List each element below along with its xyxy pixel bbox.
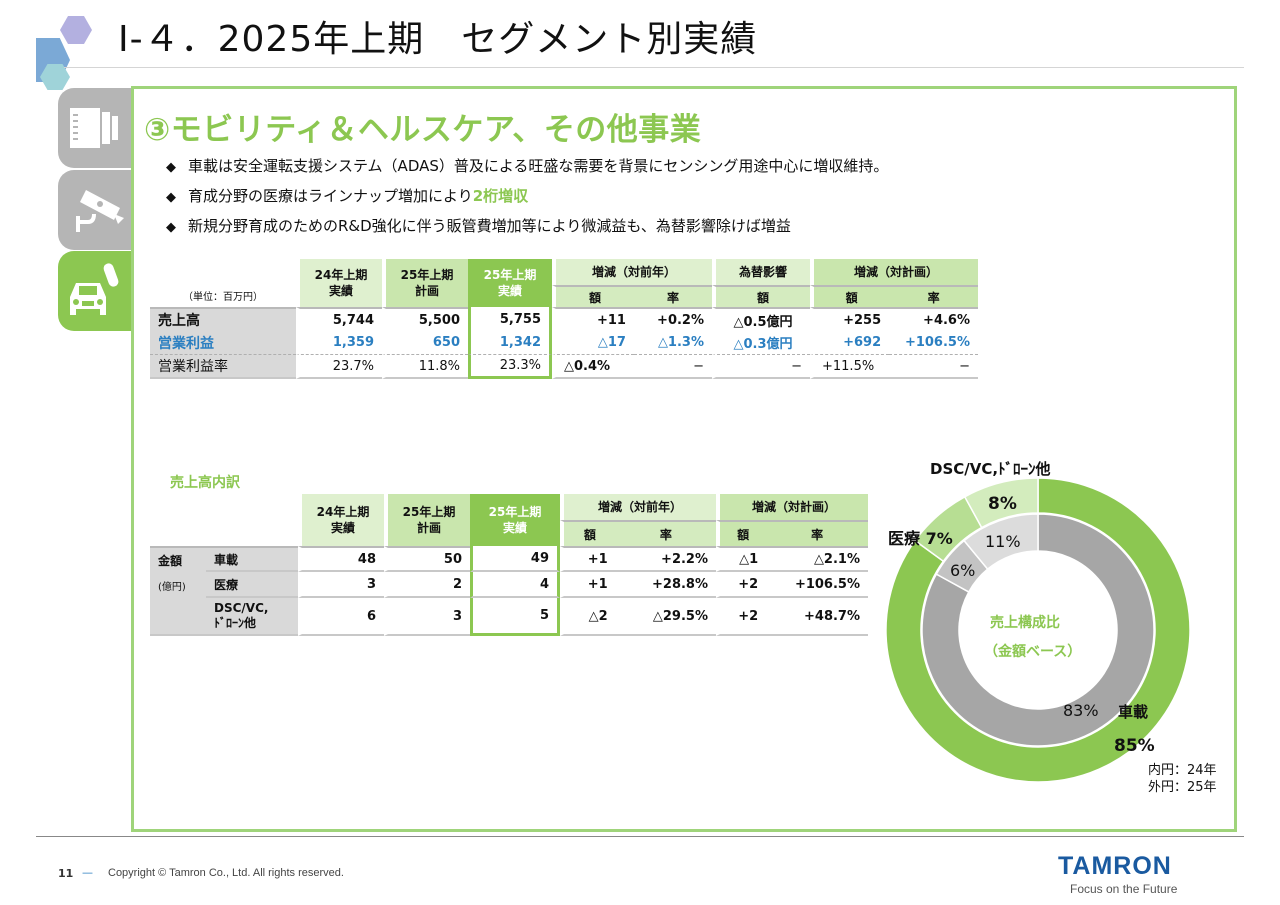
label-car-outer: 85%: [1114, 736, 1155, 756]
tab-surveillance[interactable]: [58, 170, 134, 250]
label-medical: 医療 7%: [888, 529, 953, 548]
decor-hexagon-purple: [60, 16, 92, 44]
donut-slice: [885, 477, 1191, 783]
sub-rate: 率: [633, 285, 712, 307]
table-row: 金額 車載 48 50 49 +1 +2.2% △1 △2.1%: [150, 546, 868, 572]
group-yoy: 増減（対前年）: [560, 494, 716, 520]
sub-amount: 額: [716, 520, 767, 546]
highlight-text: 2桁増収: [472, 187, 529, 205]
group-plan: 増減（対計画）: [716, 494, 868, 520]
bullet-item: 車載は安全運転支援システム（ADAS）普及による旺盛な需要を背景にセンシング用途…: [166, 152, 888, 182]
label-car-inner: 83%: [1063, 701, 1099, 720]
group-fx: 為替影響: [712, 259, 810, 285]
lens-icon: [70, 108, 118, 148]
label-dsc-outer: 8%: [988, 494, 1017, 514]
sales-breakdown-table: 24年上期 実績 25年上期 計画 25年上期 実績 増減（対前年） 増減（対計…: [150, 494, 868, 636]
donut-center-subtitle: （金額ベース）: [984, 644, 1082, 660]
label-dsc-inner: 11%: [985, 532, 1021, 551]
col-25h1-actual: 25年上期 実績: [470, 494, 560, 546]
tamron-logo: TAMRON: [1058, 852, 1172, 880]
col-24h1-actual: 24年上期 実績: [296, 259, 382, 307]
car-icon: [70, 263, 119, 315]
table-row: (億円) 医療 3 2 4 +1 +28.8% +2 +106.5%: [150, 572, 868, 598]
page-number: 11: [58, 867, 74, 880]
table-row: 営業利益 1,359 650 1,342 △17 △1.3% △0.3億円 +6…: [150, 331, 978, 355]
sub-rate: 率: [615, 520, 716, 546]
col-25h1-plan: 25年上期 計画: [382, 259, 468, 307]
table-row: 売上高 5,744 5,500 5,755 +11 +0.2% △0.5億円 +…: [150, 307, 978, 331]
bullet-item: 新規分野育成のためのR&D強化に伴う販管費増加等により微減益も、為替影響除けば増…: [166, 212, 888, 242]
segment-results-table: （単位：百万円） 24年上期 実績 25年上期 計画 25年上期 実績 増減（対…: [150, 259, 978, 379]
donut-center-title: 売上構成比: [990, 615, 1060, 631]
sub-rate: 率: [766, 520, 868, 546]
label-dsc: DSC/VC,ﾄﾞﾛｰﾝ他: [930, 460, 1051, 478]
section-heading: ③モビリティ＆ヘルスケア、その他事業: [144, 112, 702, 148]
logo-tagline: Focus on the Future: [1070, 882, 1178, 896]
sub-amount: 額: [560, 520, 616, 546]
group-yoy: 増減（対前年）: [552, 259, 712, 285]
page-title: Ⅰ-４．2025年上期 セグメント別実績: [118, 19, 758, 60]
col-25h1-plan: 25年上期 計画: [384, 494, 470, 546]
sales-breakdown-title: 売上高内訳: [170, 475, 240, 491]
row-group-label: 金額: [150, 546, 206, 572]
footer-dash: —: [82, 866, 93, 879]
label-medical-inner: 6%: [950, 561, 976, 580]
sub-amount: 額: [552, 285, 634, 307]
sub-rate: 率: [889, 285, 978, 307]
footer-divider: [36, 836, 1244, 837]
decor-hexagon-teal: [40, 64, 70, 90]
chart-legend: 内円：24年 外円：25年: [1148, 763, 1217, 795]
bullet-item: 育成分野の医療はラインナップ増加により2桁増収: [166, 182, 888, 212]
label-car: 車載: [1118, 703, 1149, 721]
title-divider: [64, 67, 1244, 68]
table-row: DSC/VC, ﾄﾞﾛｰﾝ他 6 3 5 △2 △29.5% +2 +48.7%: [150, 598, 868, 636]
table-row: 営業利益率 23.7% 11.8% 23.3% △0.4% − − +11.5%…: [150, 355, 978, 379]
sub-amount: 額: [712, 285, 810, 307]
group-plan: 増減（対計画）: [810, 259, 978, 285]
unit-label: （単位：百万円）: [183, 292, 263, 303]
outer-ring-25: [885, 477, 1191, 783]
bullet-list: 車載は安全運転支援システム（ADAS）普及による旺盛な需要を背景にセンシング用途…: [166, 152, 888, 242]
tab-mobility[interactable]: [58, 251, 134, 331]
col-25h1-actual: 25年上期 実績: [468, 259, 552, 307]
security-camera-icon: [76, 190, 124, 232]
sales-composition-donut-chart: [885, 477, 1191, 783]
tab-lens[interactable]: [58, 88, 134, 168]
copyright: Copyright © Tamron Co., Ltd. All rights …: [108, 867, 344, 879]
sub-amount: 額: [810, 285, 890, 307]
row-group-unit: (億円): [150, 572, 206, 598]
col-24h1-actual: 24年上期 実績: [298, 494, 384, 546]
